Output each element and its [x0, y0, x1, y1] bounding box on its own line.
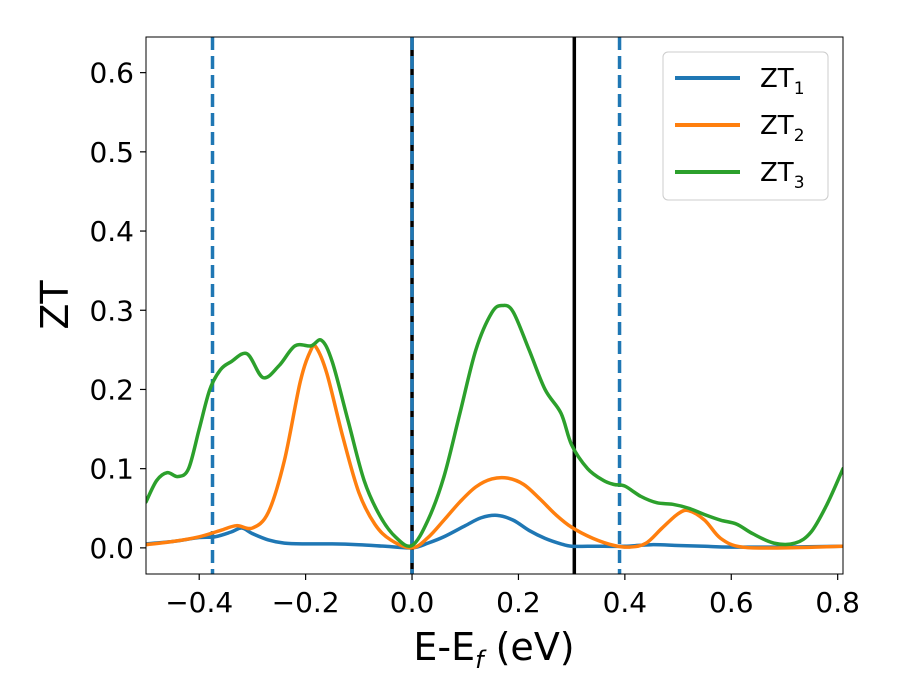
- y-axis-title: ZT: [33, 280, 77, 330]
- y-tick-label: 0.6: [89, 57, 134, 90]
- y-tick-label: 0.5: [89, 136, 134, 169]
- x-axis-title-unit: (eV): [484, 625, 575, 669]
- x-tick-label: −0.4: [165, 586, 233, 619]
- legend-label-zt1: ZT1: [760, 64, 805, 99]
- x-axis-title: E-Ef (eV): [413, 625, 574, 674]
- legend-label-zt2: ZT2: [760, 111, 805, 146]
- y-tick-label: 0.1: [89, 453, 134, 486]
- x-tick-label: 0.2: [496, 586, 541, 619]
- series-line-zt2: [146, 343, 843, 550]
- legend-label-zt3: ZT3: [760, 158, 805, 193]
- legend-entry-zt2: ZT2: [675, 111, 805, 146]
- y-tick-label: 0.3: [89, 294, 134, 327]
- series-line-zt3: [146, 303, 843, 548]
- legend-frame: [662, 51, 829, 201]
- x-tick-label: 0.6: [709, 586, 754, 619]
- x-tick-label: 0.4: [603, 586, 648, 619]
- x-tick-label: 0.8: [815, 586, 860, 619]
- x-tick-label: −0.2: [272, 586, 340, 619]
- y-axis-ticks: 0.0 0.1 0.2 0.3 0.4 0.5 0.6: [89, 57, 146, 565]
- legend: ZT1 ZT2 ZT3: [662, 51, 829, 201]
- x-axis-title-main: E-E: [413, 625, 475, 669]
- vertical-lines: [210, 37, 622, 574]
- plot-frame: [145, 36, 844, 575]
- y-tick-label: 0.0: [89, 532, 134, 565]
- legend-entry-zt1: ZT1: [675, 64, 805, 99]
- y-tick-label: 0.4: [89, 215, 134, 248]
- x-tick-label: 0.0: [390, 586, 435, 619]
- series-lines: [146, 303, 843, 550]
- x-axis-ticks: −0.4 −0.2 0.0 0.2 0.4 0.6 0.8: [165, 574, 860, 619]
- y-tick-label: 0.2: [89, 373, 134, 406]
- legend-entry-zt3: ZT3: [675, 158, 805, 193]
